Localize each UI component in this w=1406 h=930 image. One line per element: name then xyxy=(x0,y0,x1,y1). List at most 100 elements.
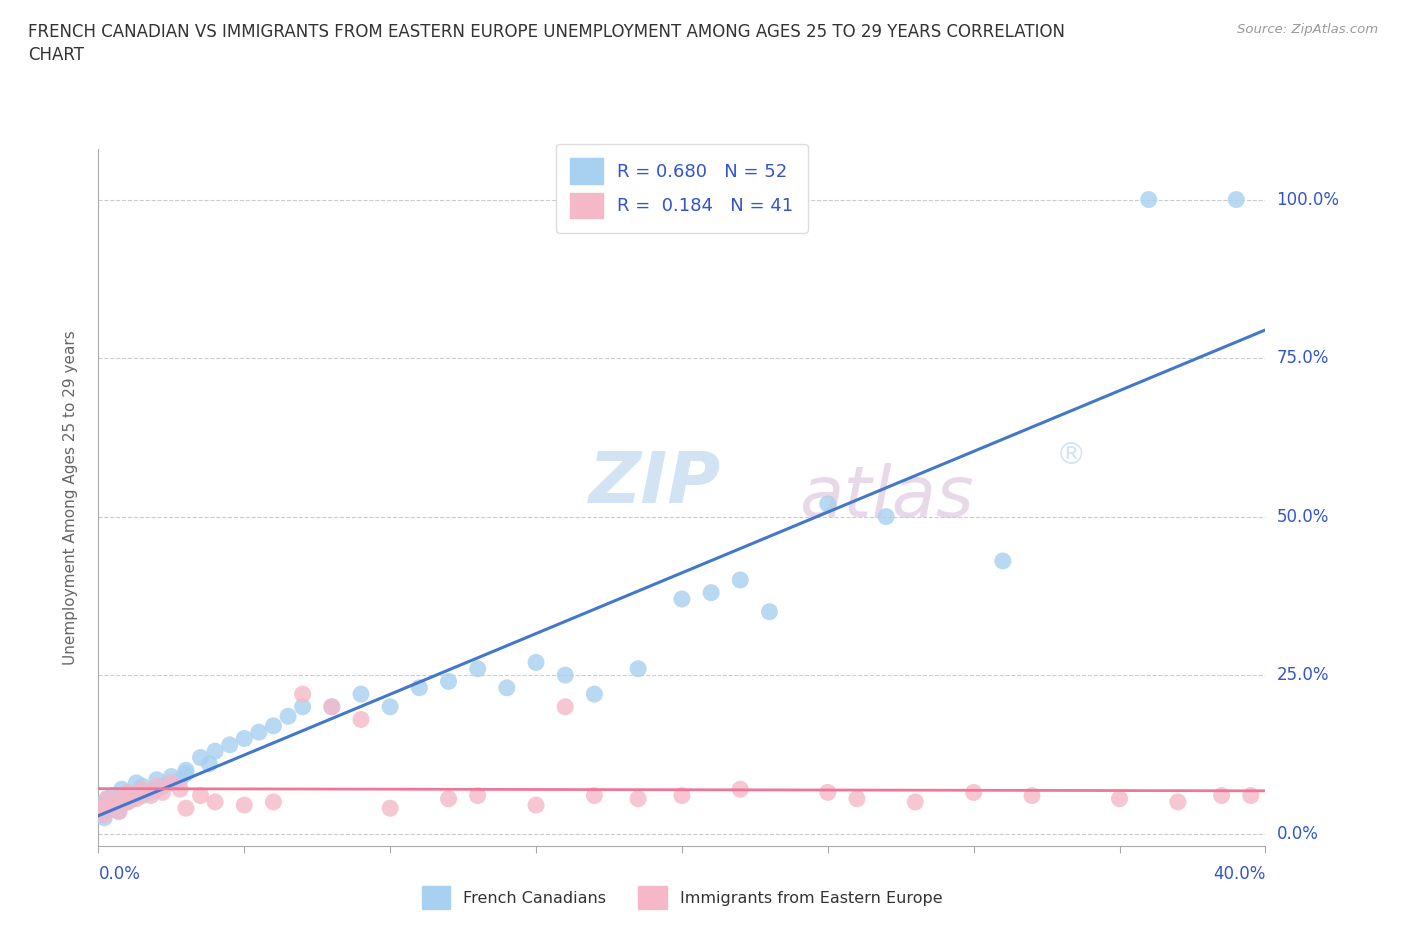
Point xyxy=(321,699,343,714)
Point xyxy=(291,686,314,701)
Text: 50.0%: 50.0% xyxy=(1277,508,1329,525)
Point xyxy=(291,699,314,714)
Point xyxy=(627,791,650,806)
Point xyxy=(111,782,134,797)
Point xyxy=(408,681,430,696)
Point xyxy=(262,794,284,809)
Point xyxy=(1211,788,1233,803)
Point xyxy=(554,668,576,683)
Point xyxy=(277,709,299,724)
Point xyxy=(139,788,162,803)
Point xyxy=(378,801,402,816)
Point xyxy=(169,782,191,797)
Point xyxy=(160,776,183,790)
Point xyxy=(190,751,212,765)
Text: 100.0%: 100.0% xyxy=(1277,191,1340,208)
Legend: French Canadians, Immigrants from Eastern Europe: French Canadians, Immigrants from Easter… xyxy=(415,880,949,915)
Point xyxy=(583,788,606,803)
Point xyxy=(108,804,131,819)
Point xyxy=(101,788,124,803)
Point xyxy=(204,744,226,759)
Point xyxy=(139,785,162,800)
Point xyxy=(146,782,169,797)
Point xyxy=(169,772,191,787)
Point xyxy=(627,661,650,676)
Point xyxy=(101,801,124,816)
Point xyxy=(117,794,139,809)
Point xyxy=(962,785,984,800)
Point xyxy=(131,782,153,797)
Point xyxy=(378,699,402,714)
Text: ®: ® xyxy=(1056,441,1085,471)
Point xyxy=(174,766,197,781)
Point xyxy=(467,661,489,676)
Point xyxy=(728,782,751,797)
Point xyxy=(1021,788,1043,803)
Point xyxy=(671,788,693,803)
Point xyxy=(233,798,256,813)
Point xyxy=(93,810,115,825)
Point xyxy=(904,794,927,809)
Point xyxy=(204,794,226,809)
Point xyxy=(93,807,115,822)
Point xyxy=(233,731,256,746)
Point xyxy=(160,769,183,784)
Point xyxy=(146,778,169,793)
Point xyxy=(117,794,139,809)
Point xyxy=(875,509,897,524)
Point xyxy=(117,785,139,800)
Point xyxy=(198,756,221,771)
Text: Source: ZipAtlas.com: Source: ZipAtlas.com xyxy=(1237,23,1378,36)
Text: 0.0%: 0.0% xyxy=(1277,825,1319,843)
Point xyxy=(700,585,723,600)
Text: atlas: atlas xyxy=(799,463,973,532)
Point xyxy=(96,791,118,806)
Point xyxy=(122,791,145,806)
Point xyxy=(583,686,606,701)
Point xyxy=(262,718,284,733)
Point xyxy=(845,791,868,806)
Point xyxy=(131,778,153,793)
Point xyxy=(131,788,153,803)
Point xyxy=(1137,193,1160,207)
Point xyxy=(1240,788,1263,803)
Text: FRENCH CANADIAN VS IMMIGRANTS FROM EASTERN EUROPE UNEMPLOYMENT AMONG AGES 25 TO : FRENCH CANADIAN VS IMMIGRANTS FROM EASTE… xyxy=(28,23,1066,41)
Point xyxy=(467,788,489,803)
Point xyxy=(437,674,460,689)
Point xyxy=(991,553,1014,568)
Point xyxy=(125,791,148,806)
Point xyxy=(174,801,197,816)
Point xyxy=(817,785,839,800)
Point xyxy=(524,798,547,813)
Point xyxy=(87,801,110,816)
Point xyxy=(350,712,373,727)
Point xyxy=(125,776,148,790)
Point xyxy=(96,791,118,806)
Point xyxy=(495,681,517,696)
Point xyxy=(817,497,839,512)
Point xyxy=(1225,193,1247,207)
Text: 25.0%: 25.0% xyxy=(1277,666,1329,684)
Point xyxy=(1167,794,1189,809)
Point xyxy=(108,804,131,819)
Point xyxy=(87,807,110,822)
Point xyxy=(728,573,751,588)
Y-axis label: Unemployment Among Ages 25 to 29 years: Unemployment Among Ages 25 to 29 years xyxy=(63,330,77,665)
Text: CHART: CHART xyxy=(28,46,84,64)
Point xyxy=(1108,791,1130,806)
Text: 75.0%: 75.0% xyxy=(1277,349,1329,367)
Point xyxy=(101,798,124,813)
Point xyxy=(152,785,174,800)
Point xyxy=(218,737,240,752)
Text: ZIP: ZIP xyxy=(589,449,721,518)
Point xyxy=(758,604,780,619)
Point xyxy=(554,699,576,714)
Point xyxy=(350,686,373,701)
Point xyxy=(146,772,169,787)
Point xyxy=(152,778,174,793)
Text: 0.0%: 0.0% xyxy=(98,865,141,883)
Point xyxy=(524,655,547,670)
Point xyxy=(437,791,460,806)
Point xyxy=(174,763,197,777)
Point xyxy=(247,724,270,739)
